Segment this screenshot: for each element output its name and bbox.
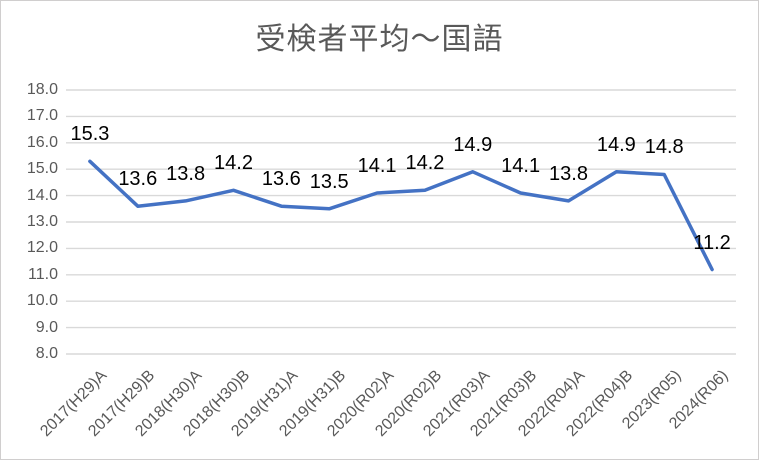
data-label: 13.8 [166,162,206,185]
data-label: 14.1 [357,154,397,177]
series-line [88,159,714,272]
y-tick-label: 9.0 [35,318,58,336]
data-label: 14.2 [214,152,253,175]
data-label: 13.6 [118,168,158,191]
chart-title: 受検者平均〜国語 [255,23,504,56]
y-tick-label: 12.0 [26,239,58,257]
data-label: 14.2 [405,152,445,175]
y-tick-label: 16.0 [26,133,58,151]
y-tick-label: 8.0 [35,345,58,362]
data-label: 14.9 [453,133,493,156]
data-label: 13.8 [549,162,588,185]
data-label: 13.6 [261,168,301,191]
data-label: 14.8 [644,136,684,159]
y-tick-label: 14.0 [26,186,58,204]
y-tick-label: 15.0 [26,160,58,178]
y-tick-label: 13.0 [26,213,58,230]
data-label: 14.1 [501,154,541,177]
y-tick-label: 18.0 [26,81,58,98]
y-tick-label: 17.0 [26,107,58,125]
y-tick-label: 11.0 [28,265,58,283]
data-label: 13.5 [309,170,349,193]
data-label: 11.2 [693,231,731,254]
data-label: 15.3 [70,123,110,146]
data-label: 14.9 [596,133,636,156]
y-tick-label: 10.0 [26,292,58,310]
